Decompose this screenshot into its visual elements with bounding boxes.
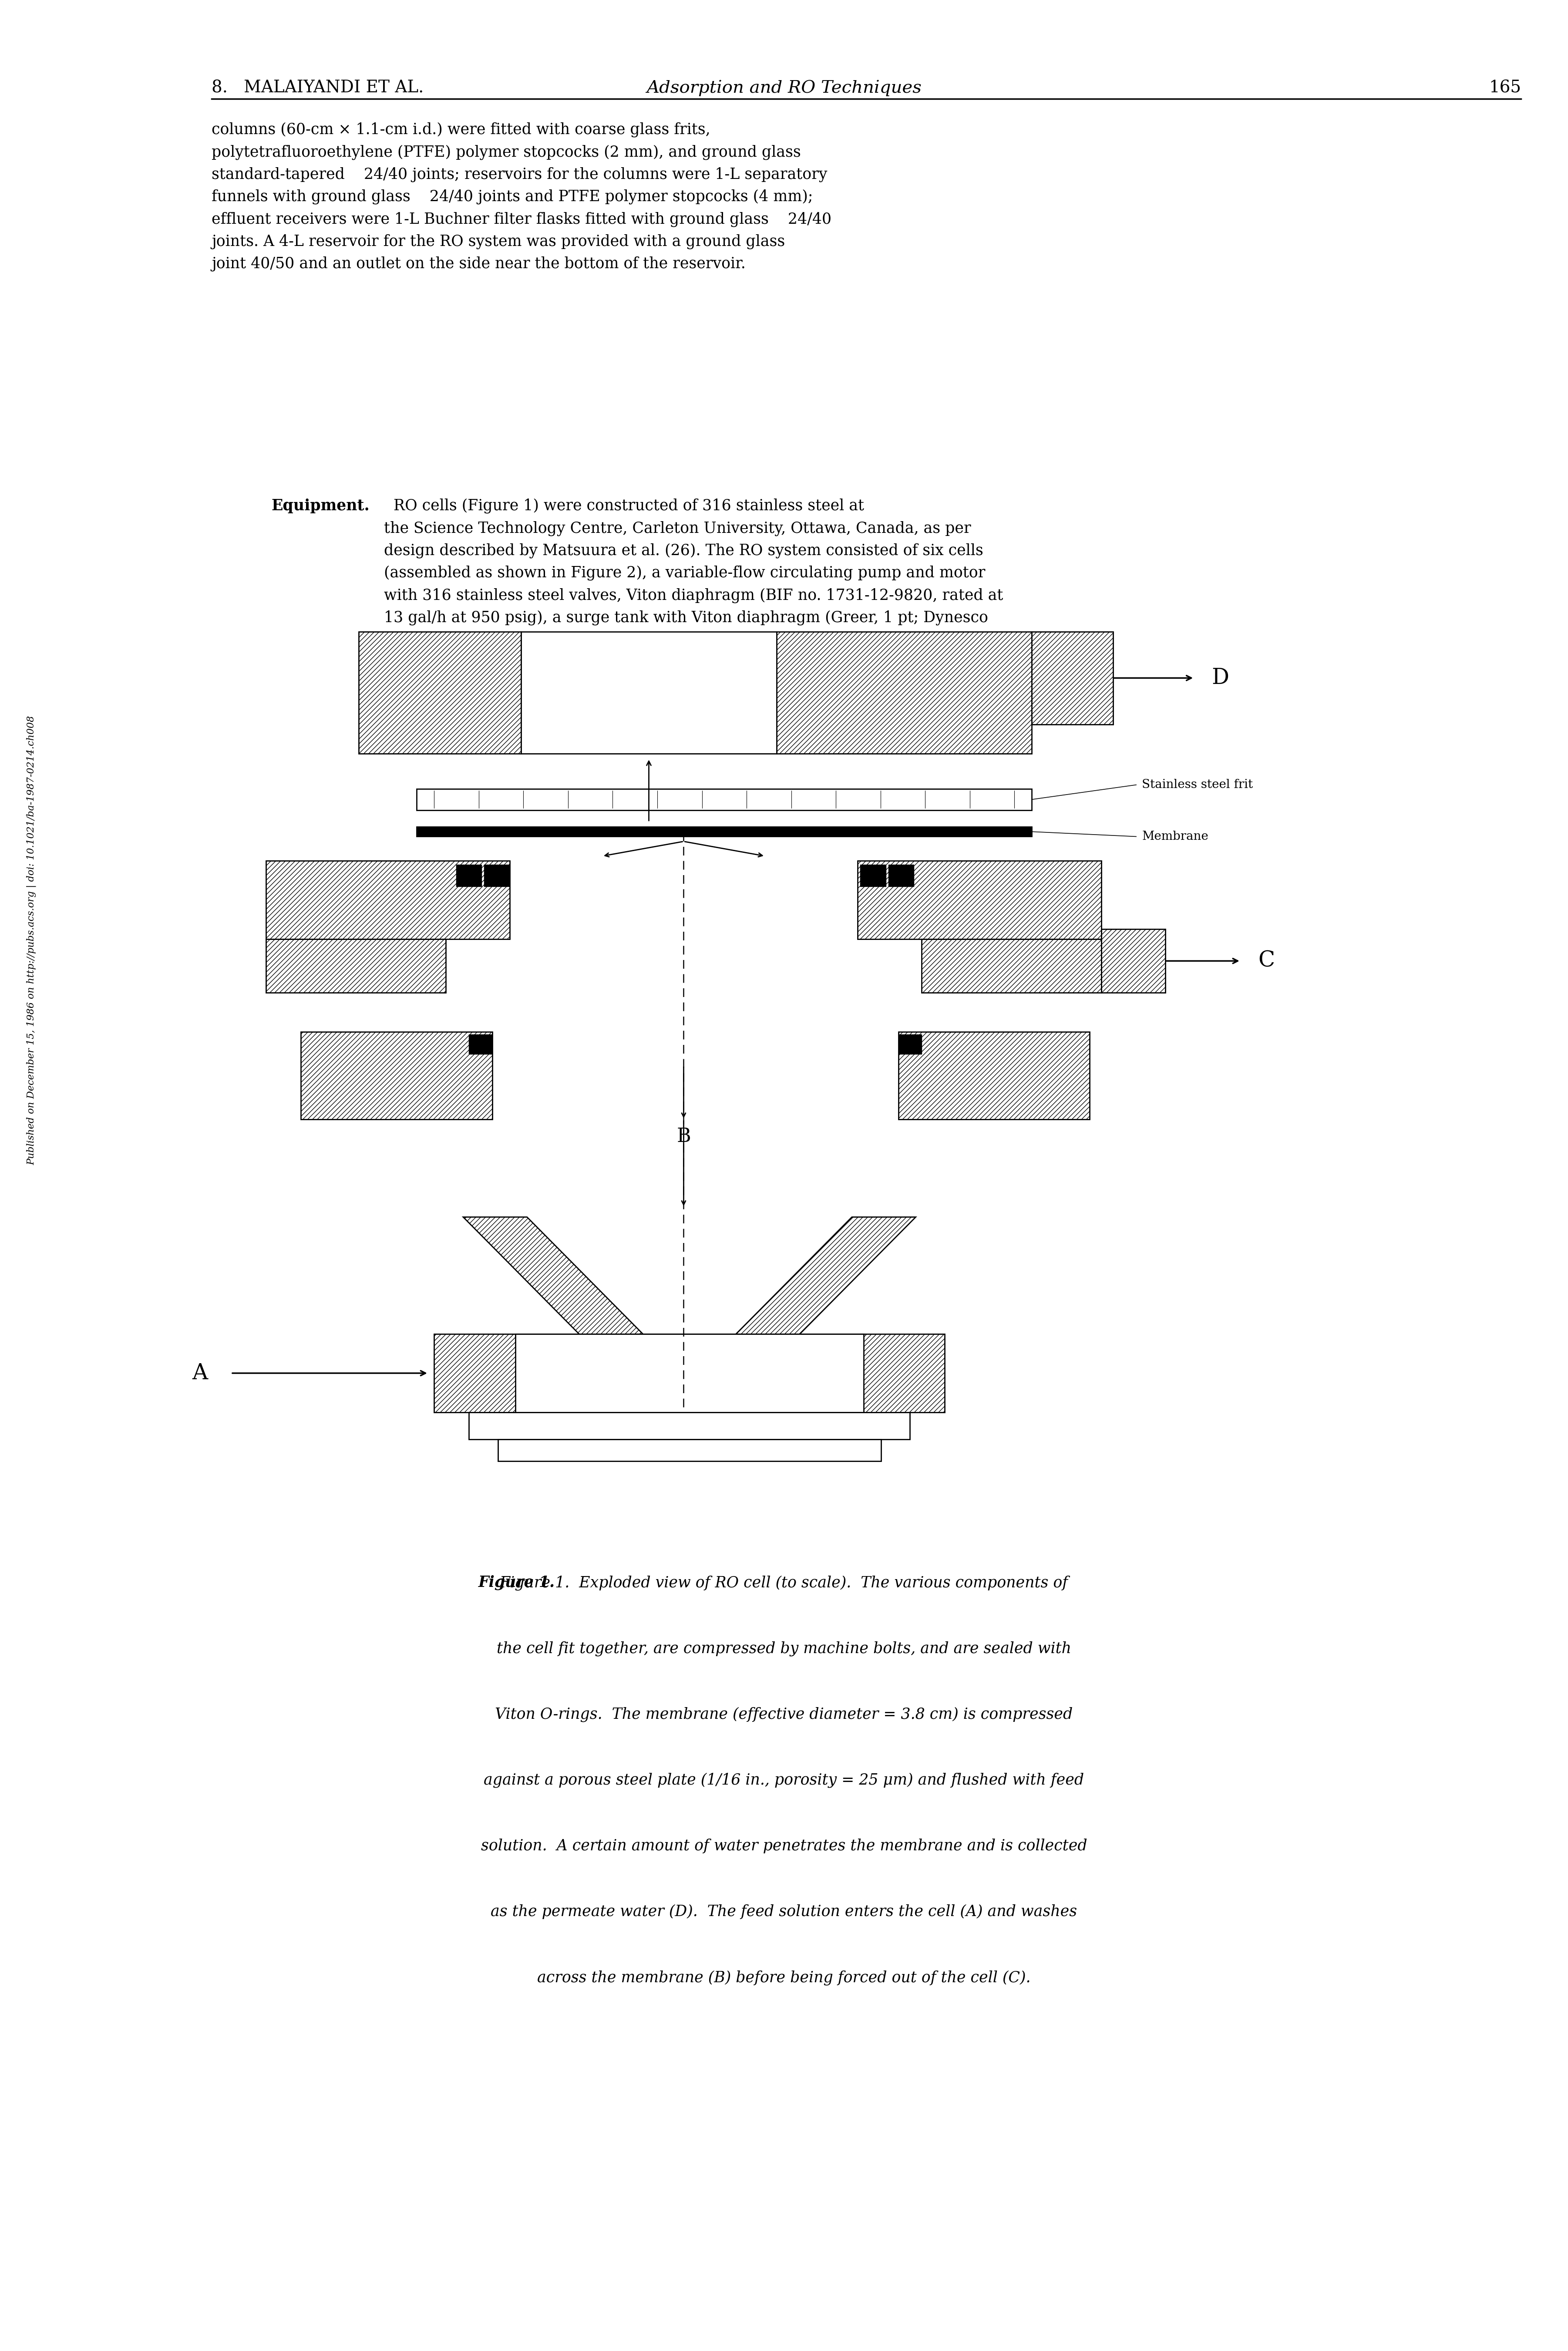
Text: Adsorption and RO Techniques: Adsorption and RO Techniques [646, 80, 922, 96]
Bar [301, 1032, 492, 1119]
Bar [469, 1034, 492, 1053]
Text: D: D [1212, 668, 1229, 689]
Text: Published on December 15, 1986 on http://pubs.acs.org | doi: 10.1021/ba-1987-021: Published on December 15, 1986 on http:/… [27, 715, 36, 1166]
Polygon shape [735, 1218, 916, 1333]
Bar [858, 860, 1101, 938]
Polygon shape [463, 1218, 643, 1333]
Text: Equipment.: Equipment. [271, 498, 370, 513]
Text: Figure 1.  Exploded view of RO cell (to scale).  The various components of: Figure 1. Exploded view of RO cell (to s… [500, 1575, 1068, 1589]
Text: 165: 165 [1488, 80, 1521, 96]
Text: C: C [1258, 950, 1275, 971]
Text: Membrane: Membrane [1142, 830, 1209, 842]
Text: against a porous steel plate (1/16 in., porosity = 25 μm) and flushed with feed: against a porous steel plate (1/16 in., … [485, 1773, 1083, 1787]
Bar [898, 1032, 1090, 1119]
Bar [456, 865, 481, 886]
Text: columns (60-cm × 1.1-cm i.d.) were fitted with coarse glass frits,
polytetrafluo: columns (60-cm × 1.1-cm i.d.) were fitte… [212, 122, 831, 270]
Text: Figure 1.: Figure 1. [478, 1575, 555, 1589]
Text: as the permeate water (D).  The feed solution enters the cell (A) and washes: as the permeate water (D). The feed solu… [491, 1904, 1077, 1918]
Text: A: A [193, 1361, 209, 1385]
Text: solution.  A certain amount of water penetrates the membrane and is collected: solution. A certain amount of water pene… [481, 1838, 1087, 1853]
Text: RO cells (Figure 1) were constructed of 316 stainless steel at
the Science Techn: RO cells (Figure 1) were constructed of … [384, 498, 1004, 647]
Text: the cell fit together, are compressed by machine bolts, and are sealed with: the cell fit together, are compressed by… [497, 1641, 1071, 1655]
Text: 8.   MALAIYANDI ET AL.: 8. MALAIYANDI ET AL. [212, 80, 423, 96]
Bar [267, 938, 445, 992]
Text: across the membrane (B) before being forced out of the cell (C).: across the membrane (B) before being for… [538, 1970, 1030, 1984]
Bar [898, 1034, 922, 1053]
Bar [521, 632, 776, 755]
Bar [434, 1333, 944, 1413]
Bar [417, 828, 1032, 837]
Bar [889, 865, 914, 886]
Bar [776, 632, 1032, 755]
Bar [516, 1333, 864, 1413]
Bar [1101, 929, 1165, 992]
Bar [359, 632, 521, 755]
Bar [499, 1439, 881, 1460]
Bar [469, 1413, 909, 1439]
Bar [485, 865, 510, 886]
Bar [1032, 632, 1113, 724]
Text: Stainless steel frit: Stainless steel frit [1142, 778, 1253, 790]
Bar [267, 860, 510, 938]
Bar [417, 788, 1032, 811]
Text: Viton O-rings.  The membrane (effective diameter = 3.8 cm) is compressed: Viton O-rings. The membrane (effective d… [495, 1707, 1073, 1721]
Bar [861, 865, 886, 886]
Text: B: B [676, 1126, 691, 1145]
Bar [922, 938, 1101, 992]
